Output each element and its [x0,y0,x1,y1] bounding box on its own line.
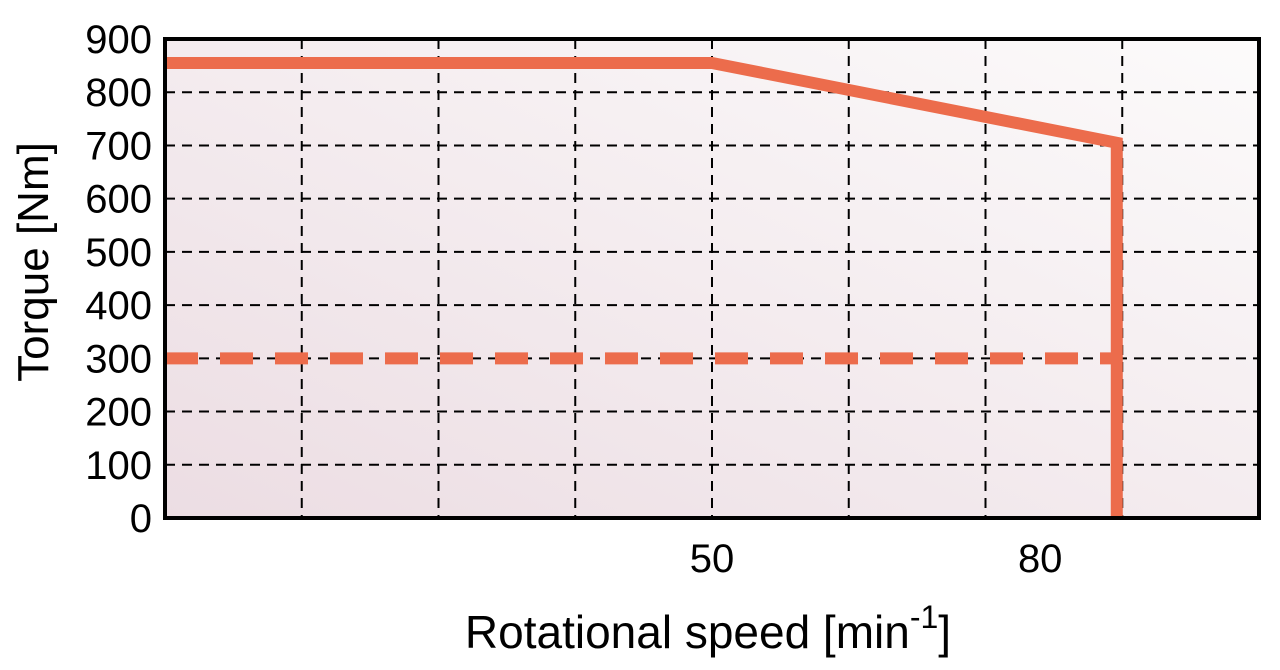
x-tick-label: 80 [1018,537,1063,581]
y-tick-label: 900 [85,18,152,62]
x-axis-label: Rotational speed [min-1] [465,599,951,658]
y-tick-label: 300 [85,337,152,381]
y-axis-ticks: 0 100 200 300 400 500 600 700 800 900 [85,18,152,541]
x-axis-label-sup: -1 [910,599,938,635]
x-axis-label-main: Rotational speed [min [465,606,910,658]
y-tick-label: 0 [130,497,152,541]
x-axis-label-close: ] [938,606,951,658]
y-tick-label: 500 [85,231,152,275]
y-tick-label: 600 [85,178,152,222]
y-axis-label: Torque [Nm] [9,142,58,382]
series-group [165,56,1123,518]
y-tick-label: 800 [85,71,152,115]
y-tick-label: 200 [85,391,152,435]
y-tick-label: 700 [85,124,152,168]
x-tick-label: 50 [690,537,735,581]
y-tick-label: 400 [85,284,152,328]
plot-frame [163,37,1261,520]
y-tick-label: 100 [85,444,152,488]
x-axis-ticks: 50 80 [690,537,1063,581]
series-line-solid [165,56,1123,518]
